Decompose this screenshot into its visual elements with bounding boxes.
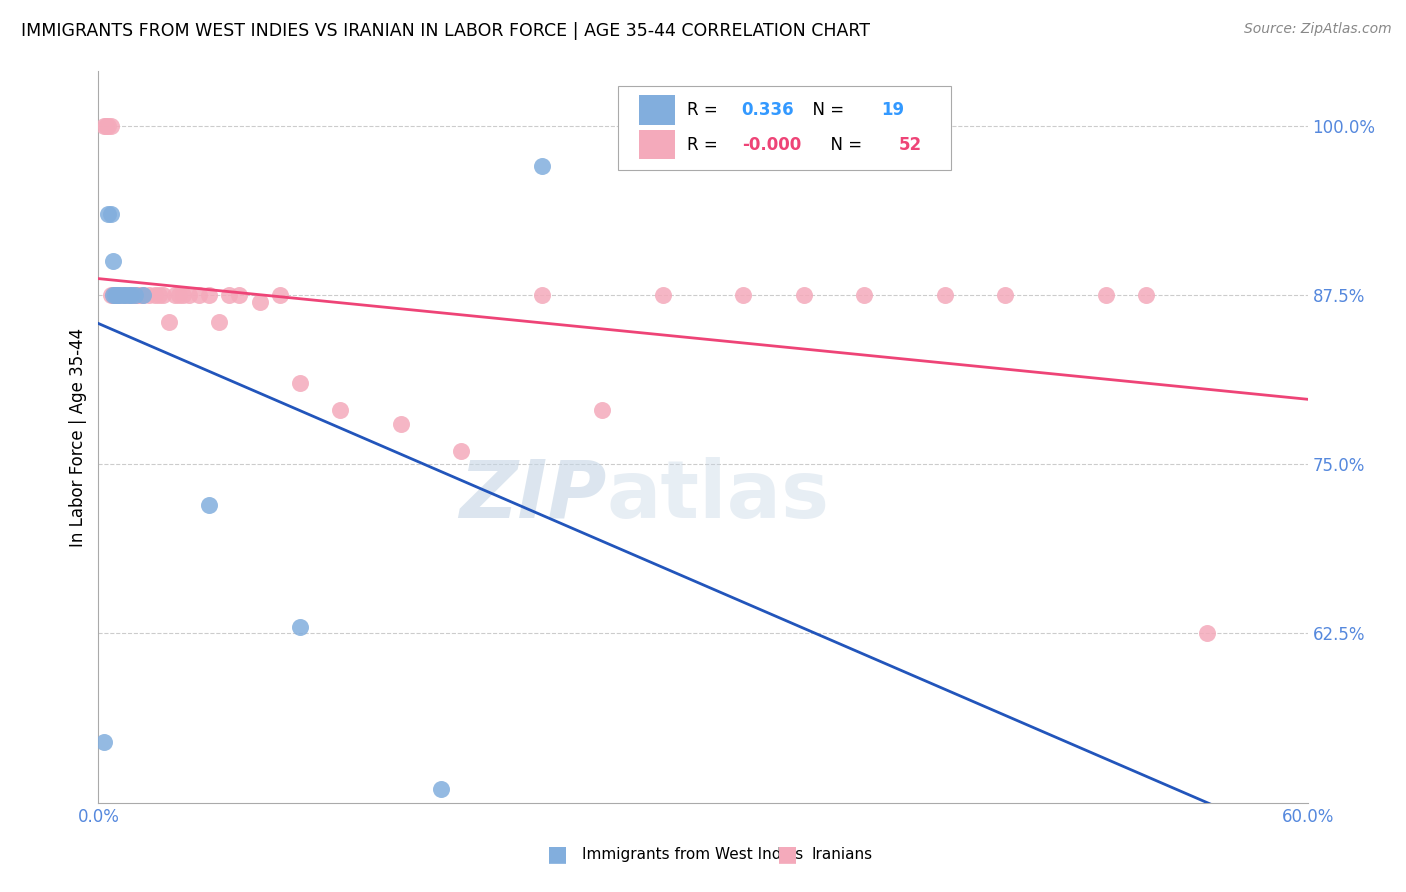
Point xyxy=(124,288,146,302)
Point xyxy=(100,288,122,302)
Point xyxy=(105,288,128,302)
Text: -0.000: -0.000 xyxy=(742,136,801,153)
Point xyxy=(793,288,815,302)
Point xyxy=(97,206,120,220)
Point xyxy=(114,288,136,302)
Text: ■: ■ xyxy=(778,844,799,864)
Point xyxy=(100,206,122,220)
Point xyxy=(994,288,1017,302)
Point xyxy=(1195,626,1218,640)
Point xyxy=(143,288,166,302)
Point xyxy=(103,288,125,302)
Point xyxy=(128,288,150,302)
Point xyxy=(934,288,956,302)
Point xyxy=(530,288,553,302)
Point xyxy=(1135,288,1157,302)
FancyBboxPatch shape xyxy=(638,130,675,159)
Point xyxy=(100,119,122,133)
Point xyxy=(591,403,613,417)
Point xyxy=(157,315,180,329)
Point xyxy=(107,288,129,302)
Point xyxy=(97,119,120,133)
Point xyxy=(105,288,128,302)
Point xyxy=(118,288,141,302)
Point xyxy=(198,498,221,512)
Point xyxy=(111,288,134,302)
Point xyxy=(152,288,174,302)
Point xyxy=(733,288,755,302)
Point xyxy=(120,288,142,302)
Point xyxy=(249,294,271,309)
Point xyxy=(228,288,250,302)
Point xyxy=(430,782,453,797)
Text: R =: R = xyxy=(688,136,723,153)
Point xyxy=(93,735,115,749)
FancyBboxPatch shape xyxy=(619,86,950,170)
Text: Source: ZipAtlas.com: Source: ZipAtlas.com xyxy=(1244,22,1392,37)
Point xyxy=(103,288,125,302)
Point xyxy=(114,288,136,302)
Point xyxy=(329,403,352,417)
Point xyxy=(853,288,876,302)
Point xyxy=(167,288,190,302)
Point xyxy=(107,288,129,302)
Point xyxy=(101,288,124,302)
Text: atlas: atlas xyxy=(606,457,830,534)
Point xyxy=(172,288,194,302)
Point xyxy=(120,288,142,302)
Point xyxy=(118,288,141,302)
Point xyxy=(288,376,311,390)
Point xyxy=(288,620,311,634)
Point xyxy=(208,315,231,329)
Point xyxy=(530,159,553,173)
Text: IMMIGRANTS FROM WEST INDIES VS IRANIAN IN LABOR FORCE | AGE 35-44 CORRELATION CH: IMMIGRANTS FROM WEST INDIES VS IRANIAN I… xyxy=(21,22,870,40)
Point xyxy=(125,288,148,302)
Point xyxy=(188,288,211,302)
Point xyxy=(198,288,221,302)
Point xyxy=(132,288,155,302)
Point xyxy=(450,443,472,458)
Text: 19: 19 xyxy=(880,101,904,120)
Point xyxy=(96,119,118,133)
Text: ■: ■ xyxy=(547,844,568,864)
Point xyxy=(101,254,124,268)
Point xyxy=(132,288,155,302)
Y-axis label: In Labor Force | Age 35-44: In Labor Force | Age 35-44 xyxy=(69,327,87,547)
Point xyxy=(121,288,143,302)
Point xyxy=(101,288,124,302)
Point xyxy=(107,288,129,302)
Point xyxy=(138,288,160,302)
Text: R =: R = xyxy=(688,101,723,120)
Point xyxy=(163,288,186,302)
Point xyxy=(105,288,128,302)
Point xyxy=(651,288,673,302)
Point xyxy=(103,288,125,302)
Point xyxy=(218,288,240,302)
Text: 52: 52 xyxy=(898,136,922,153)
Point xyxy=(93,119,115,133)
Point xyxy=(124,288,146,302)
Text: Immigrants from West Indies: Immigrants from West Indies xyxy=(582,847,803,862)
Text: Iranians: Iranians xyxy=(811,847,873,862)
Text: N =: N = xyxy=(820,136,868,153)
Text: 0.336: 0.336 xyxy=(742,101,794,120)
Point xyxy=(389,417,412,431)
Point xyxy=(269,288,291,302)
FancyBboxPatch shape xyxy=(638,95,675,125)
Text: ZIP: ZIP xyxy=(458,457,606,534)
Point xyxy=(148,288,170,302)
Point xyxy=(179,288,201,302)
Text: N =: N = xyxy=(803,101,849,120)
Point xyxy=(111,288,134,302)
Point xyxy=(115,288,138,302)
Point xyxy=(1095,288,1118,302)
